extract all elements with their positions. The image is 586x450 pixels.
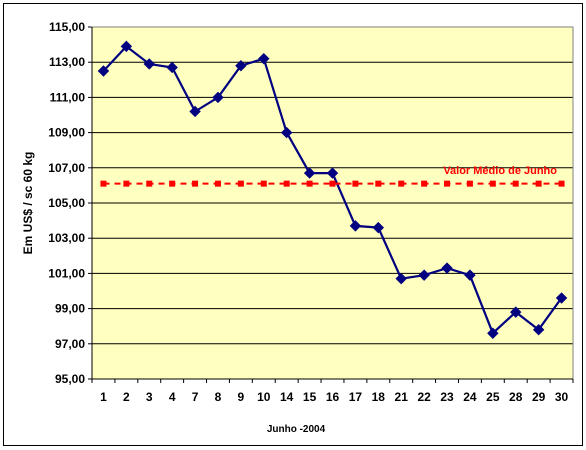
price-point bbox=[464, 269, 476, 281]
average-point bbox=[123, 180, 130, 187]
price-point bbox=[166, 61, 178, 74]
price-point bbox=[120, 40, 133, 53]
x-tick-label: 10 bbox=[257, 390, 271, 404]
x-tick-label: 2 bbox=[123, 390, 130, 404]
x-tick-label: 1 bbox=[100, 390, 107, 404]
y-tick-label: 109,00 bbox=[48, 126, 85, 140]
average-point bbox=[512, 180, 519, 187]
price-point bbox=[143, 58, 155, 70]
average-point bbox=[466, 180, 473, 187]
average-point bbox=[489, 180, 496, 187]
price-point bbox=[280, 126, 293, 139]
average-point bbox=[237, 180, 244, 187]
y-tick-labels: 95,00 97,00 99,00 101,00 103,00 105,00 107,00 1… bbox=[48, 20, 85, 386]
series-layer bbox=[97, 40, 568, 339]
x-tick-label: 14 bbox=[280, 390, 294, 404]
average-point bbox=[535, 180, 542, 187]
price-point bbox=[555, 292, 568, 304]
average-point bbox=[146, 180, 153, 187]
x-tick-label: 29 bbox=[532, 390, 546, 404]
average-point bbox=[444, 180, 451, 187]
x-tick-label: 25 bbox=[486, 390, 500, 404]
price-point bbox=[258, 52, 270, 65]
average-point bbox=[375, 180, 382, 187]
price-point bbox=[326, 167, 339, 179]
x-tick-label: 15 bbox=[303, 390, 317, 404]
average-point bbox=[214, 180, 221, 187]
x-tick-label: 28 bbox=[509, 390, 523, 404]
average-point bbox=[100, 180, 107, 187]
average-point bbox=[329, 180, 336, 187]
x-tick-label: 3 bbox=[146, 390, 153, 404]
price-point bbox=[349, 220, 362, 232]
x-tick-label: 24 bbox=[463, 390, 477, 404]
x-tick-label: 17 bbox=[349, 390, 363, 404]
price-point bbox=[532, 324, 545, 336]
chart-svg: 95,00 97,00 99,00 101,00 103,00 105,00 107,00 1… bbox=[21, 20, 574, 435]
average-point bbox=[260, 180, 267, 187]
x-tick-label: 30 bbox=[555, 390, 569, 404]
x-tick-labels: 1 2 3 4 7 8 9 10 14 15 16 17 18 21 22 23 24 25 28 29 30 bbox=[100, 390, 568, 404]
x-tick-label: 18 bbox=[372, 390, 386, 404]
y-tick-label: 103,00 bbox=[48, 231, 85, 245]
x-tick-label: 21 bbox=[395, 390, 409, 404]
price-point bbox=[235, 60, 247, 72]
price-point bbox=[418, 269, 430, 281]
y-tick-label: 101,00 bbox=[48, 266, 85, 280]
y-tick-label: 99,00 bbox=[55, 302, 85, 316]
y-tick-label: 107,00 bbox=[48, 161, 85, 175]
grid-layer bbox=[88, 26, 574, 383]
y-tick-label: 97,00 bbox=[55, 337, 85, 351]
x-tick-label: 16 bbox=[326, 390, 340, 404]
x-tick-label: 23 bbox=[440, 390, 454, 404]
price-point bbox=[441, 262, 453, 274]
average-point bbox=[352, 180, 359, 187]
average-point bbox=[283, 180, 290, 187]
average-point bbox=[192, 180, 199, 187]
price-point bbox=[97, 65, 110, 77]
x-tick-label: 4 bbox=[169, 390, 176, 404]
average-point bbox=[558, 180, 565, 187]
average-point bbox=[306, 180, 313, 187]
price-point bbox=[189, 105, 201, 118]
x-tick-label: 9 bbox=[238, 390, 245, 404]
y-tick-label: 115,00 bbox=[49, 20, 85, 34]
price-point bbox=[510, 306, 522, 318]
chart-frame: 95,00 97,00 99,00 101,00 103,00 105,00 107,00 1… bbox=[3, 3, 583, 446]
average-point bbox=[421, 180, 428, 187]
x-tick-label: 7 bbox=[192, 390, 199, 404]
y-tick-label: 113,00 bbox=[49, 55, 85, 69]
price-point bbox=[487, 327, 499, 339]
price-point bbox=[395, 272, 407, 285]
y-tick-label: 95,00 bbox=[55, 372, 85, 386]
x-axis-title: Junho -2004 bbox=[267, 424, 326, 435]
y-axis-title: Em US$ / sc 60 kg bbox=[21, 152, 35, 255]
average-point bbox=[398, 180, 405, 187]
average-line-label: Valor Médio de Junho bbox=[443, 165, 557, 177]
y-tick-label: 105,00 bbox=[48, 196, 85, 210]
x-tick-label: 22 bbox=[417, 390, 431, 404]
x-tick-label: 8 bbox=[215, 390, 222, 404]
y-tick-label: 111,00 bbox=[50, 90, 86, 104]
price-point bbox=[303, 167, 316, 179]
price-point bbox=[212, 91, 224, 104]
price-point bbox=[372, 221, 385, 234]
average-point bbox=[169, 180, 176, 187]
